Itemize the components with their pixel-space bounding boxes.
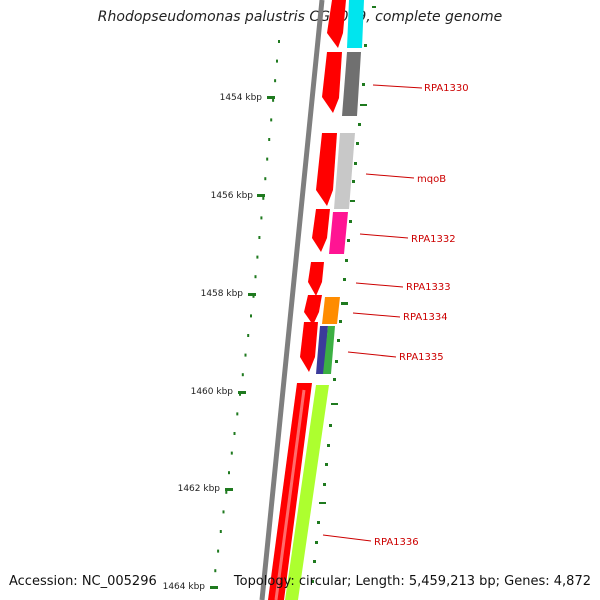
- ruler-minor-tick: [228, 471, 230, 475]
- ruler-label-1456: 1456 kbp: [211, 191, 254, 201]
- gene-label-rpa1334[interactable]: RPA1334: [403, 312, 448, 323]
- ruler-label-1464: 1464 kbp: [163, 582, 206, 592]
- ruler-minor-ticks: [214, 40, 280, 573]
- ruler-tick-1456: [257, 194, 265, 197]
- ruler-tick-1458: [248, 293, 256, 296]
- ruler-label-1458: 1458 kbp: [201, 289, 244, 299]
- ruler-minor-tick: [222, 510, 225, 514]
- ruler-minor-tick: [247, 334, 250, 337]
- feature-red-6[interactable]: [300, 322, 318, 372]
- gene-label-rpa1332[interactable]: RPA1332: [411, 234, 456, 245]
- gene-label-rpa1336[interactable]: RPA1336: [374, 537, 419, 548]
- ruler-minor-tick: [252, 294, 255, 298]
- ruler-minor-tick: [276, 59, 278, 63]
- ruler-tick-1464: [210, 586, 218, 589]
- gene-labels[interactable]: RPA1330 mqoB RPA1332 RPA1333 RPA1334 RPA…: [322, 83, 469, 548]
- ruler-minor-tick: [233, 432, 236, 435]
- ruler-minor-tick: [266, 157, 269, 161]
- ruler-minor-tick: [278, 40, 280, 43]
- ruler-minor-tick: [264, 177, 267, 181]
- feature-lime[interactable]: [285, 385, 329, 600]
- ruler-minor-tick: [270, 118, 273, 122]
- ruler-minor-tick: [268, 138, 271, 141]
- ruler-label-1454: 1454 kbp: [220, 93, 263, 103]
- feature-light-gray[interactable]: [334, 133, 355, 209]
- ruler-minor-tick: [262, 196, 265, 200]
- ruler-minor-tick: [256, 255, 259, 259]
- feature-magenta[interactable]: [329, 212, 348, 254]
- ruler-minor-tick: [236, 412, 239, 416]
- gene-label-mqob[interactable]: mqoB: [417, 174, 446, 185]
- ruler-minor-tick: [254, 275, 257, 279]
- ruler-minor-tick: [230, 451, 233, 455]
- feature-cyan[interactable]: [347, 0, 364, 48]
- ruler-tick-1462: [225, 488, 233, 491]
- accession-label: Accession: NC_005296: [9, 574, 157, 589]
- ruler: 1454 kbp 1456 kbp 1458 kbp 1460 kbp 1462…: [163, 93, 275, 592]
- feature-red-1[interactable]: [322, 52, 342, 113]
- ruler-minor-tick: [258, 236, 261, 239]
- feature-red-3[interactable]: [312, 209, 330, 252]
- ruler-label-1460: 1460 kbp: [191, 387, 234, 397]
- ruler-minor-tick: [241, 373, 244, 377]
- ruler-minor-tick: [214, 569, 217, 573]
- genome-title: Rhodopseudomonas palustris CGA009, compl…: [97, 9, 503, 25]
- topology-label: Topology: circular; Length: 5,459,213 bp…: [233, 574, 591, 589]
- ruler-minor-tick: [217, 549, 220, 553]
- forward-features[interactable]: [268, 0, 346, 600]
- ruler-minor-tick: [244, 353, 247, 357]
- ruler-minor-tick: [272, 98, 275, 102]
- feature-red-5[interactable]: [304, 295, 322, 325]
- ruler-minor-tick: [239, 392, 241, 396]
- ruler-minor-tick: [274, 79, 277, 83]
- ruler-tick-1454: [267, 96, 275, 99]
- companion-features[interactable]: [285, 0, 364, 600]
- feature-red-2[interactable]: [316, 133, 337, 206]
- gene-label-rpa1335[interactable]: RPA1335: [399, 352, 444, 363]
- feature-ticks: [311, 6, 376, 583]
- ruler-tick-1460: [238, 391, 246, 394]
- ruler-label-1462: 1462 kbp: [178, 484, 221, 494]
- ruler-minor-tick: [250, 314, 252, 318]
- feature-red-0[interactable]: [327, 0, 346, 48]
- gene-label-rpa1330[interactable]: RPA1330: [424, 83, 469, 94]
- ruler-minor-tick: [219, 530, 222, 533]
- ruler-minor-tick: [260, 216, 263, 220]
- feature-orange[interactable]: [322, 297, 340, 324]
- genome-backbone: [259, 0, 325, 600]
- feature-red-4[interactable]: [308, 262, 324, 296]
- feature-green[interactable]: [323, 326, 335, 374]
- ruler-minor-tick: [225, 490, 228, 494]
- gene-label-rpa1333[interactable]: RPA1333: [406, 282, 451, 293]
- feature-dark-gray[interactable]: [342, 52, 361, 116]
